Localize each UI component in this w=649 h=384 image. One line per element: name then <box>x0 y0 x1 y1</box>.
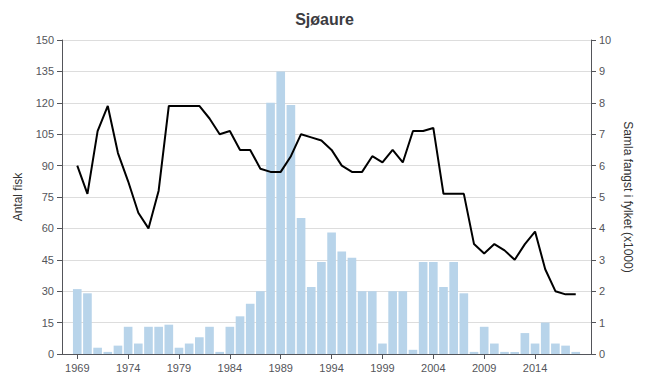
svg-text:7: 7 <box>599 128 605 140</box>
svg-text:30: 30 <box>42 285 54 297</box>
svg-text:0: 0 <box>599 348 605 360</box>
svg-text:60: 60 <box>42 222 54 234</box>
svg-text:150: 150 <box>36 34 54 46</box>
svg-text:2: 2 <box>599 285 605 297</box>
svg-text:1989: 1989 <box>268 362 292 374</box>
svg-text:135: 135 <box>36 65 54 77</box>
svg-text:15: 15 <box>42 317 54 329</box>
svg-text:1994: 1994 <box>319 362 343 374</box>
svg-text:1984: 1984 <box>218 362 242 374</box>
svg-text:1974: 1974 <box>116 362 140 374</box>
svg-text:1: 1 <box>599 317 605 329</box>
svg-text:105: 105 <box>36 128 54 140</box>
svg-text:1969: 1969 <box>65 362 89 374</box>
svg-text:8: 8 <box>599 97 605 109</box>
svg-text:9: 9 <box>599 65 605 77</box>
svg-text:3: 3 <box>599 254 605 266</box>
svg-text:45: 45 <box>42 254 54 266</box>
svg-text:2009: 2009 <box>472 362 496 374</box>
svg-text:5: 5 <box>599 191 605 203</box>
svg-text:6: 6 <box>599 160 605 172</box>
svg-text:1999: 1999 <box>370 362 394 374</box>
svg-text:Antal fisk: Antal fisk <box>11 172 25 222</box>
svg-text:120: 120 <box>36 97 54 109</box>
svg-text:10: 10 <box>599 34 611 46</box>
svg-text:2004: 2004 <box>421 362 445 374</box>
svg-text:0: 0 <box>48 348 54 360</box>
svg-text:1979: 1979 <box>167 362 191 374</box>
svg-text:90: 90 <box>42 160 54 172</box>
svg-text:Sjøaure: Sjøaure <box>295 11 354 28</box>
svg-text:2014: 2014 <box>523 362 547 374</box>
svg-text:4: 4 <box>599 222 605 234</box>
svg-text:75: 75 <box>42 191 54 203</box>
svg-text:Samla fangst i fylket (x1000): Samla fangst i fylket (x1000) <box>621 121 635 272</box>
